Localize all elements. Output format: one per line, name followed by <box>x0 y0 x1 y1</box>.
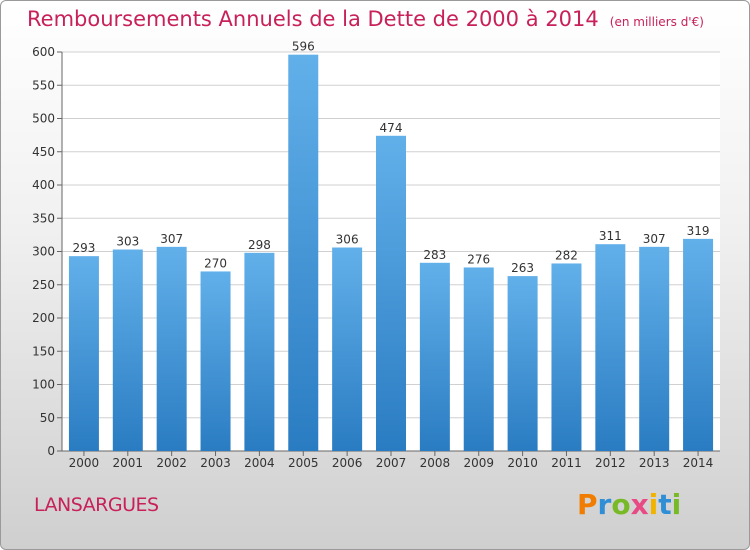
bar-value-label: 307 <box>643 232 666 246</box>
chart-unit: (en milliers d'€) <box>609 15 704 29</box>
x-tick-label: 2004 <box>244 456 275 470</box>
bar <box>244 252 275 451</box>
y-tick-label: 500 <box>32 112 55 126</box>
commune-name: LANSARGUES <box>34 494 159 516</box>
bar-value-label: 303 <box>116 235 139 249</box>
proxiti-logo[interactable]: Proxiti <box>577 488 681 521</box>
y-tick-label: 300 <box>32 245 55 259</box>
x-tick-label: 2010 <box>507 456 538 470</box>
bar <box>683 238 714 451</box>
title-row: Remboursements Annuels de la Dette de 20… <box>27 7 704 31</box>
logo-letter: o <box>611 488 631 521</box>
bar <box>200 271 231 451</box>
x-tick-label: 2008 <box>420 456 451 470</box>
x-tick-label: 2001 <box>113 456 144 470</box>
y-tick-label: 150 <box>32 344 55 358</box>
y-tick-label: 350 <box>32 211 55 225</box>
bar-value-label: 298 <box>248 238 271 252</box>
logo-letter: P <box>577 488 598 521</box>
bar <box>376 135 406 452</box>
chart-title: Remboursements Annuels de la Dette de 20… <box>27 7 599 31</box>
y-tick-label: 200 <box>32 311 55 325</box>
logo-letter: x <box>630 488 649 521</box>
bar <box>332 247 363 451</box>
bar-value-label: 282 <box>555 248 578 262</box>
bar <box>112 249 143 451</box>
x-tick-label: 2012 <box>595 456 626 470</box>
bar-value-label: 306 <box>336 233 359 247</box>
x-tick-label: 2002 <box>156 456 187 470</box>
y-tick-label: 0 <box>47 444 55 458</box>
x-tick-label: 2013 <box>639 456 670 470</box>
logo-letter: i <box>648 488 659 521</box>
bar <box>156 246 187 451</box>
x-tick-label: 2005 <box>288 456 319 470</box>
y-tick-label: 450 <box>32 145 55 159</box>
bar-value-label: 263 <box>511 261 534 275</box>
bar-value-label: 474 <box>380 121 403 135</box>
bar-value-label: 270 <box>204 256 227 270</box>
bar-value-label: 283 <box>423 248 446 262</box>
bar <box>507 276 538 451</box>
x-tick-label: 2014 <box>683 456 714 470</box>
y-tick-label: 550 <box>32 78 55 92</box>
x-tick-label: 2003 <box>200 456 231 470</box>
bar-value-label: 276 <box>467 252 490 266</box>
logo-letter: i <box>671 488 682 521</box>
y-tick-label: 50 <box>40 411 55 425</box>
bar <box>595 244 626 451</box>
y-tick-label: 400 <box>32 178 55 192</box>
bar <box>639 246 670 451</box>
logo-letter: t <box>658 488 672 521</box>
bar-value-label: 293 <box>72 241 95 255</box>
y-tick-label: 600 <box>32 45 55 59</box>
x-tick-label: 2006 <box>332 456 363 470</box>
x-tick-label: 2009 <box>463 456 494 470</box>
bar <box>419 262 450 451</box>
bar <box>551 263 582 451</box>
x-tick-label: 2011 <box>551 456 582 470</box>
x-tick-label: 2000 <box>69 456 100 470</box>
y-tick-label: 250 <box>32 278 55 292</box>
x-tick-label: 2007 <box>376 456 407 470</box>
y-tick-label: 100 <box>32 378 55 392</box>
bar-value-label: 307 <box>160 232 183 246</box>
bar <box>68 256 99 451</box>
logo-letter: r <box>597 488 612 521</box>
bar-value-label: 596 <box>292 40 315 54</box>
bar <box>288 54 319 451</box>
bar-value-label: 311 <box>599 229 622 243</box>
bar <box>463 267 494 451</box>
bar-value-label: 319 <box>687 224 710 238</box>
